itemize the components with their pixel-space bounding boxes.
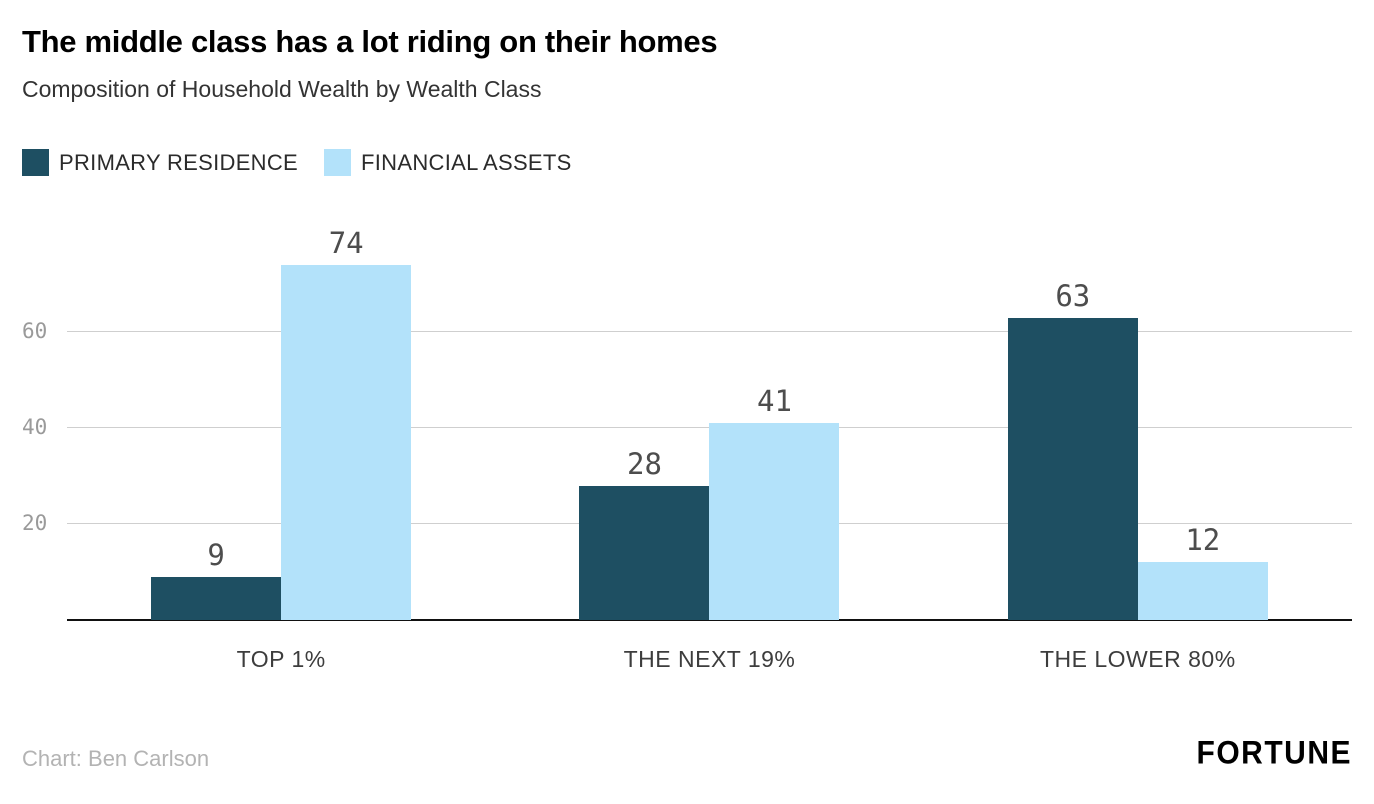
bar [709, 423, 840, 620]
plot-area: 9 74 28 41 63 12 20 40 60 [22, 228, 1352, 621]
legend-swatch [22, 149, 49, 176]
bar-value-label: 74 [328, 225, 364, 260]
legend-label: FINANCIAL ASSETS [361, 149, 572, 175]
bar-column: 28 [579, 264, 710, 620]
y-tick-label: 20 [22, 511, 48, 535]
bar-column: 12 [1137, 264, 1268, 620]
gridline [67, 331, 1352, 332]
bar-group: 9 74 [151, 228, 412, 620]
bar-column: 41 [709, 264, 840, 620]
credit-text: Chart: Ben Carlson [22, 746, 210, 771]
bar-column: 9 [151, 264, 282, 620]
bar-group: 63 12 [1007, 264, 1268, 620]
bar-value-label: 12 [1185, 523, 1221, 558]
legend-label: PRIMARY RESIDENCE [59, 149, 299, 175]
bar [281, 264, 412, 620]
y-tick-label: 40 [22, 415, 48, 439]
x-category-label: THE NEXT 19% [623, 646, 796, 672]
chart-subtitle: Composition of Household Wealth by Wealt… [22, 76, 542, 102]
bar-column: 63 [1007, 264, 1138, 620]
fortune-logo: FORTUNE [1196, 735, 1352, 771]
bar-value-label: 41 [757, 384, 792, 419]
x-category-label: TOP 1% [236, 646, 326, 672]
legend-item: FINANCIAL ASSETS [324, 149, 572, 176]
bar-group: 28 41 [579, 264, 840, 620]
bar [579, 485, 710, 620]
bar-value-label: 9 [207, 537, 225, 572]
legend-swatch [324, 149, 352, 176]
footer: Chart: Ben Carlson FORTUNE [22, 735, 1352, 772]
x-category-label: THE LOWER 80% [1039, 646, 1236, 672]
legend-item: PRIMARY RESIDENCE [22, 149, 298, 176]
legend: PRIMARY RESIDENCE FINANCIAL ASSETS [22, 149, 1352, 176]
chart: 9 74 28 41 63 12 20 40 60 TOP 1% THE NEXT 19% THE… [22, 228, 1352, 673]
y-tick-label: 60 [22, 319, 48, 343]
bar-value-label: 63 [1055, 278, 1091, 313]
bar [1007, 317, 1138, 620]
bar [1137, 562, 1268, 620]
bar-column: 74 [281, 228, 412, 620]
category-axis: TOP 1% THE NEXT 19% THE LOWER 80% [67, 646, 1352, 673]
chart-title: The middle class has a lot riding on the… [22, 24, 718, 59]
bar-value-label: 28 [627, 446, 662, 481]
bar-groups: 9 74 28 41 63 12 [67, 228, 1352, 620]
bar [151, 576, 282, 620]
x-axis-baseline [67, 619, 1352, 621]
